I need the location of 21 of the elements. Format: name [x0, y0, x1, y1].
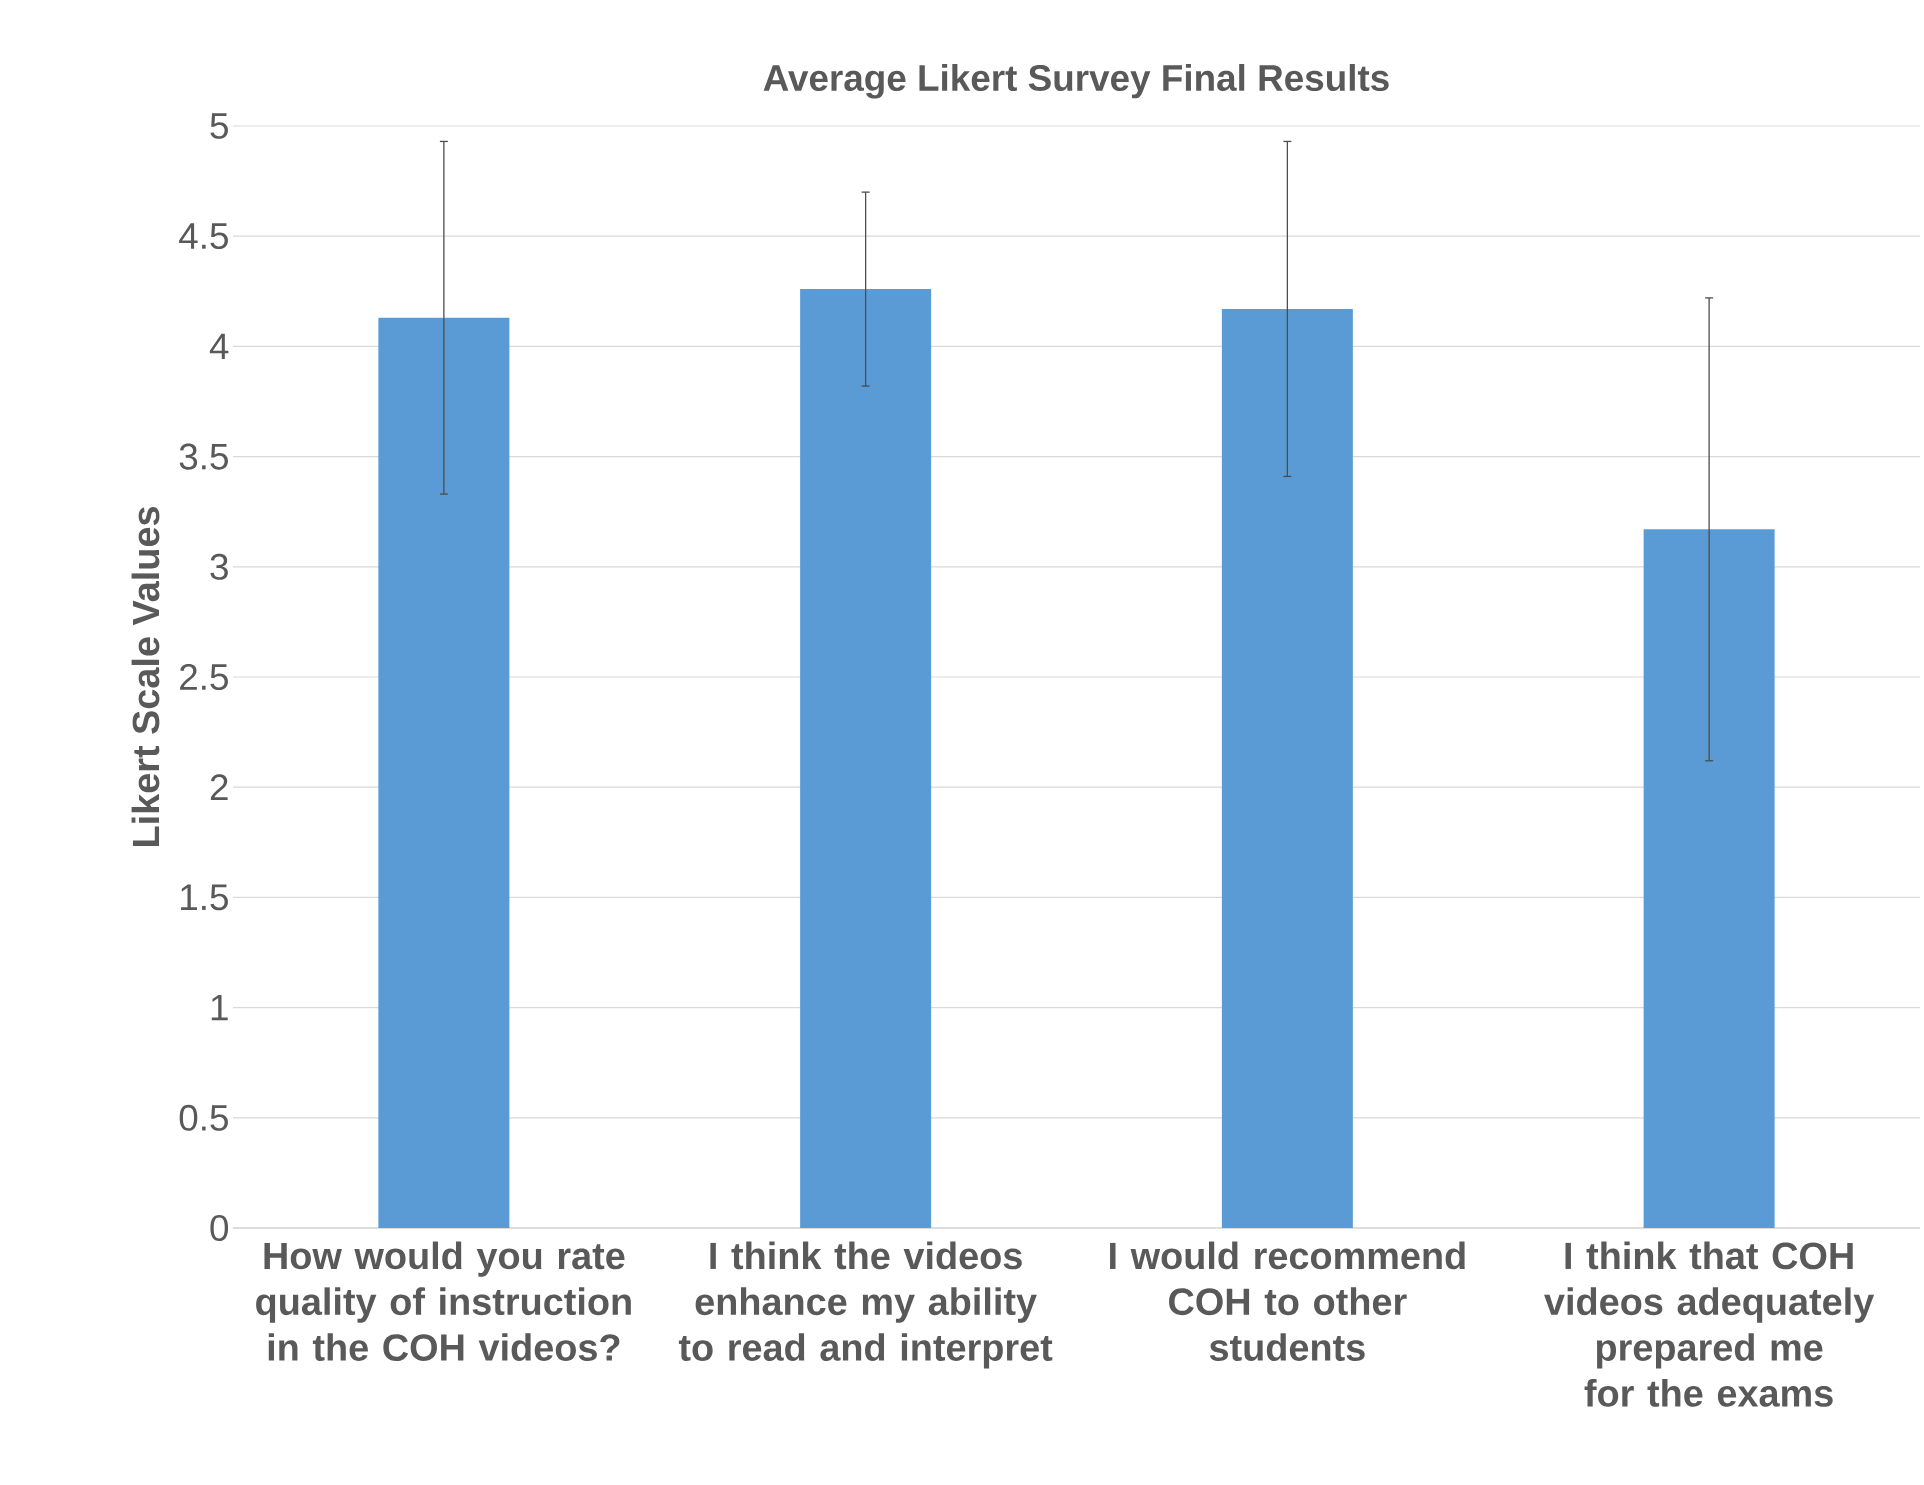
- y-tick-label: 3.5: [179, 443, 228, 470]
- y-tick-label: 4.5: [179, 223, 228, 250]
- x-tick-label: I think the videos enhance my ability to read and interpret: [678, 1241, 1053, 1369]
- y-tick-label: 1.5: [181, 884, 228, 911]
- y-tick-label: 5: [210, 113, 228, 139]
- y-tick-label: 0: [210, 1214, 229, 1242]
- y-tick-label: 2.5: [180, 663, 228, 691]
- y-axis-title: Likert Scale Values: [131, 507, 160, 846]
- x-tick-label: I think that COH videos adequately prepared me for the exams: [1544, 1241, 1875, 1407]
- x-tick-label: How would you rate quality of instruction in the COH videos?: [256, 1241, 631, 1361]
- x-tick-label: I would recommend COH to other students: [1110, 1241, 1465, 1361]
- bar: [800, 289, 932, 1228]
- y-tick-label: 4: [209, 333, 229, 360]
- chart-title: Average Likert Survey Final Results: [763, 63, 1389, 99]
- y-tick-label: 1: [211, 994, 228, 1021]
- y-tick-label: 0.5: [179, 1104, 228, 1131]
- y-tick-label: 2: [210, 774, 228, 801]
- bar: [378, 317, 510, 1228]
- y-tick-label: 3: [210, 553, 228, 580]
- bar: [1643, 529, 1775, 1228]
- bar: [1221, 308, 1353, 1228]
